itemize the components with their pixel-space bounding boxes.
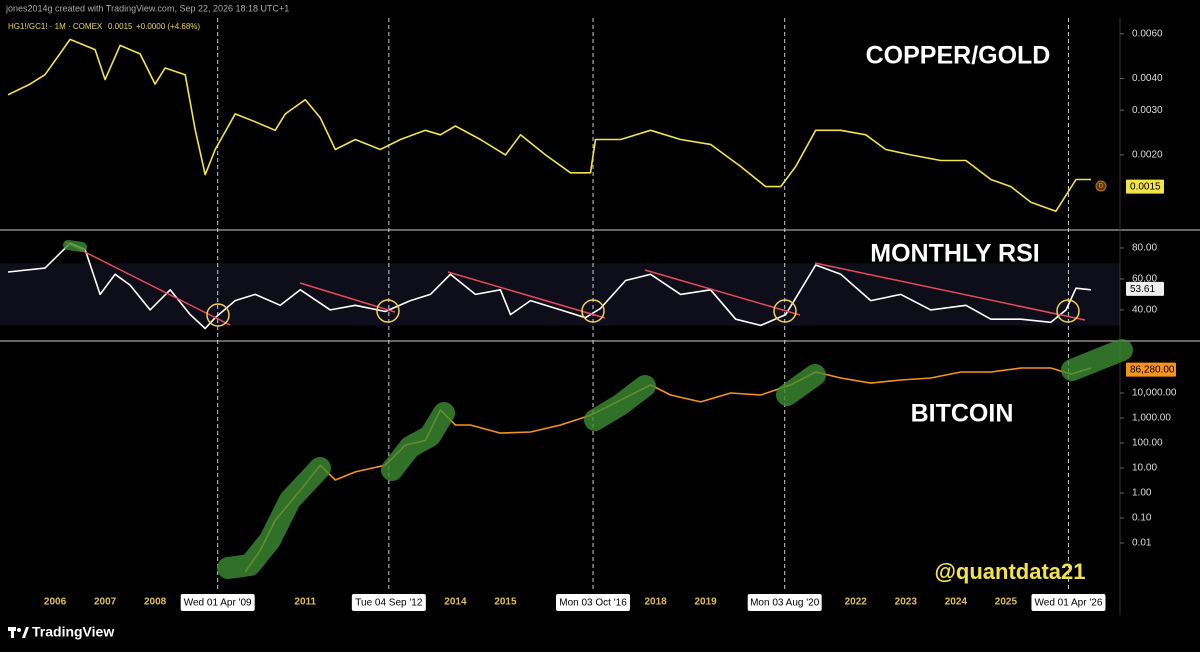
y-tick-label: 0.0030: [1132, 105, 1163, 116]
last-value-box: [1126, 281, 1164, 296]
date-marker-box: [180, 594, 255, 611]
x-tick-label: 2019: [695, 597, 718, 608]
last-value-label: 86,280.00: [1130, 365, 1175, 376]
last-value-box: [1126, 362, 1176, 377]
legend-last: 0.0015: [108, 22, 133, 31]
y-tick-label: 0.10: [1132, 513, 1152, 524]
date-marker-box: [1031, 594, 1106, 611]
x-tick-label: 2014: [444, 597, 467, 608]
legend-change: +0.0000 (+4.68%): [136, 22, 200, 31]
y-tick-label: 1,000.00: [1132, 413, 1171, 424]
x-tick-label: 2024: [945, 597, 968, 608]
date-marker-box: [556, 594, 631, 611]
panel-title: COPPER/GOLD: [866, 42, 1051, 70]
y-tick-label: 100.00: [1132, 438, 1163, 449]
y-tick-label: 1.00: [1132, 488, 1152, 499]
legend-symbol: HG1!/GC1! · 1M · COMEX: [8, 22, 103, 31]
dividend-flag: [1095, 180, 1107, 192]
x-tick-label: 2006: [44, 597, 67, 608]
series-line: [7, 242, 1092, 330]
date-marker-box: [747, 594, 822, 611]
dividend-flag-letter: D: [1099, 184, 1104, 190]
highlights: [63, 240, 1133, 579]
x-tick-label: 2025: [995, 597, 1018, 608]
y-tick-label: 80.00: [1132, 243, 1157, 254]
date-marker-label: Mon 03 Oct '16: [559, 598, 627, 609]
footer-brand: TradingView: [32, 624, 114, 640]
y-tick-label: 0.01: [1132, 538, 1152, 549]
y-tick-label: 40.00: [1132, 305, 1157, 316]
rsi-circles: [206, 299, 1080, 327]
date-marker-label: Mon 03 Aug '20: [750, 598, 820, 609]
series-line: [7, 38, 1091, 212]
y-tick-label: 10.00: [1132, 463, 1157, 474]
last-value-label: 53.61: [1130, 284, 1155, 295]
x-tick-label: 2015: [494, 597, 517, 608]
y-tick-label: 10,000.00: [1132, 388, 1177, 399]
y-tick-label: 60.00: [1132, 274, 1157, 285]
x-tick-label: 2022: [845, 597, 868, 608]
x-tick-label: 2023: [895, 597, 918, 608]
y-tick-label: 0.0040: [1132, 73, 1163, 84]
y-tick-label: 0.0060: [1132, 28, 1163, 39]
y-tick-label: 0.0020: [1132, 150, 1163, 161]
date-marker-label: Wed 01 Apr '26: [1035, 598, 1103, 609]
x-tick-label: 2018: [644, 597, 667, 608]
annotation: @quantdata21: [934, 559, 1085, 584]
x-tick-label: 2007: [94, 597, 117, 608]
tv-logo: [8, 627, 29, 638]
credit: jones2014g created with TradingView.com,…: [5, 3, 289, 13]
last-value-box: [1126, 179, 1164, 194]
panel-title: BITCOIN: [911, 400, 1014, 428]
date-marker-box: [351, 594, 426, 611]
date-marker-label: Tue 04 Sep '12: [355, 598, 423, 609]
x-tick-label: 2011: [294, 597, 316, 608]
rsi-band: [0, 263, 1120, 326]
last-value-label: 0.0015: [1130, 182, 1161, 193]
panel-title: MONTHLY RSI: [870, 240, 1039, 268]
date-marker-label: Wed 01 Apr '09: [184, 598, 252, 609]
x-tick-label: 2008: [144, 597, 167, 608]
